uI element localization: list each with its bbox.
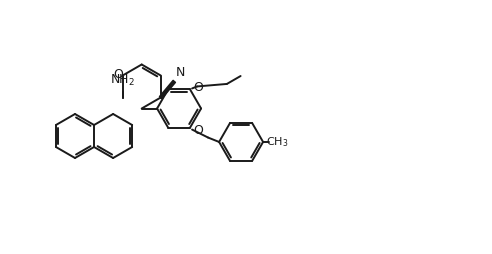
Text: CH$_3$: CH$_3$ bbox=[266, 135, 289, 149]
Text: N: N bbox=[176, 67, 185, 80]
Text: O: O bbox=[193, 124, 203, 137]
Text: O: O bbox=[114, 68, 123, 81]
Text: O: O bbox=[193, 81, 203, 94]
Text: NH$_2$: NH$_2$ bbox=[110, 72, 135, 87]
